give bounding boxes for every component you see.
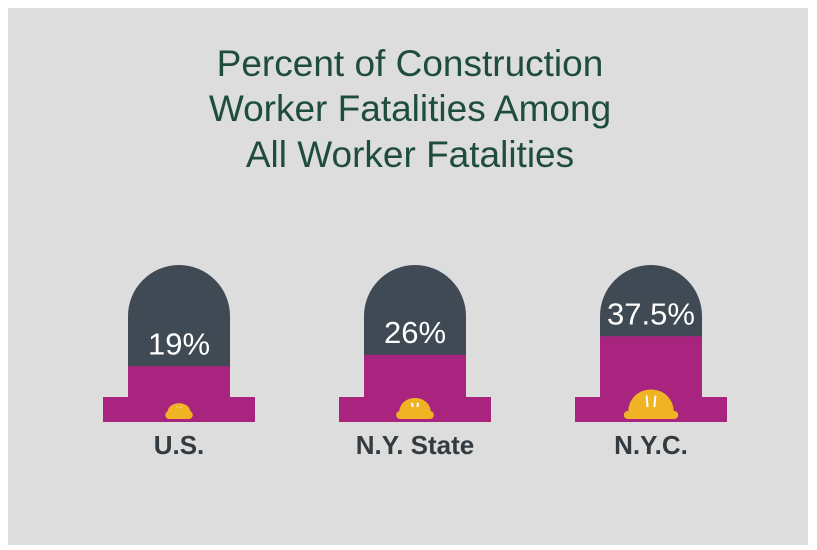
hat-brim bbox=[165, 411, 193, 419]
hat-dome bbox=[399, 398, 431, 413]
hat-stripe bbox=[410, 402, 414, 408]
hat-stripe bbox=[645, 395, 649, 408]
x-tick-label: N.Y. State bbox=[356, 430, 475, 460]
hard-hat bbox=[396, 398, 434, 419]
hat-brim bbox=[623, 411, 679, 419]
value-label: 19% bbox=[148, 326, 210, 361]
bar bbox=[364, 354, 466, 397]
value-label: 37.5% bbox=[607, 296, 695, 331]
hard-hat bbox=[623, 389, 679, 419]
hard-hat bbox=[165, 403, 193, 419]
hat-stripe bbox=[416, 402, 420, 408]
tombstone bbox=[128, 265, 230, 397]
value-label: 26% bbox=[384, 315, 446, 350]
hat-stripe bbox=[653, 395, 657, 408]
hat-dome bbox=[628, 389, 674, 413]
chart-title: Percent of Construction bbox=[217, 43, 604, 84]
hat-brim bbox=[396, 411, 434, 419]
chart-title: Worker Fatalities Among bbox=[209, 88, 611, 129]
bar bbox=[600, 336, 702, 397]
x-tick-label: N.Y.C. bbox=[614, 430, 688, 460]
hat-dome bbox=[167, 403, 191, 413]
bar bbox=[128, 366, 230, 397]
x-tick-label: U.S. bbox=[154, 430, 205, 460]
chart-title: All Worker Fatalities bbox=[246, 134, 574, 175]
